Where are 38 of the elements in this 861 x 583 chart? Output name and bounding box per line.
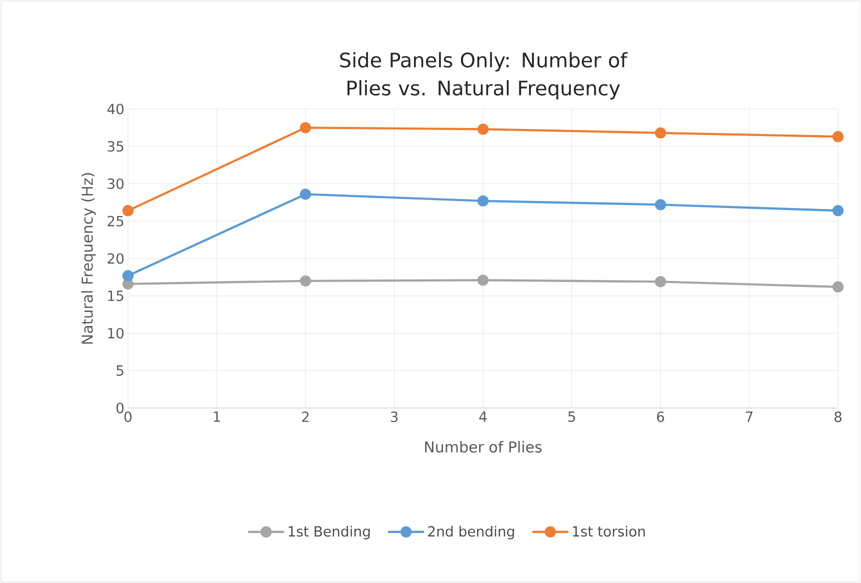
point [832,281,844,292]
x-tick-label: 1 [214,412,220,422]
y-tick-label: 25 [108,216,124,226]
y-tick-label: 15 [108,290,124,302]
point [300,188,312,200]
point [122,205,134,216]
point [477,195,489,207]
y-tick-label: 0 [116,402,124,414]
point [300,275,312,287]
point [654,127,666,139]
point [477,274,489,286]
y-tick-label: 20 [108,253,124,264]
point [300,122,312,134]
point [832,205,844,216]
point [654,276,666,288]
point [654,199,666,210]
y-tick-label: 5 [116,365,124,376]
x-tick-label: 3 [390,412,398,422]
y-tick-label: 30 [108,178,124,190]
point [477,124,489,135]
x-tick-label: 5 [568,412,575,422]
x-axis-title: Number of Plies [425,441,542,453]
x-tick-label: 0 [124,412,132,422]
y-tick-label: 35 [108,141,124,152]
point [122,270,134,282]
legend-label: 1st Bending [288,526,370,540]
x-tick-label: 2 [302,412,309,422]
chart-title: Side Panels Only: Number of Plies vs. Natural Frequency [340,52,628,100]
legend-label: 1st torsion [572,526,645,537]
y-axis-title: Natural Frequency (Hz) [81,173,96,344]
y-tick-label: 10 [108,328,124,339]
x-tick-label: 8 [834,412,842,422]
y-tick-label: 40 [107,104,124,114]
x-tick-label: 7 [746,412,753,422]
x-tick-label: 4 [479,412,487,422]
legend-label: 2nd bending [428,526,514,540]
point [832,131,844,142]
x-tick-label: 6 [657,412,664,422]
